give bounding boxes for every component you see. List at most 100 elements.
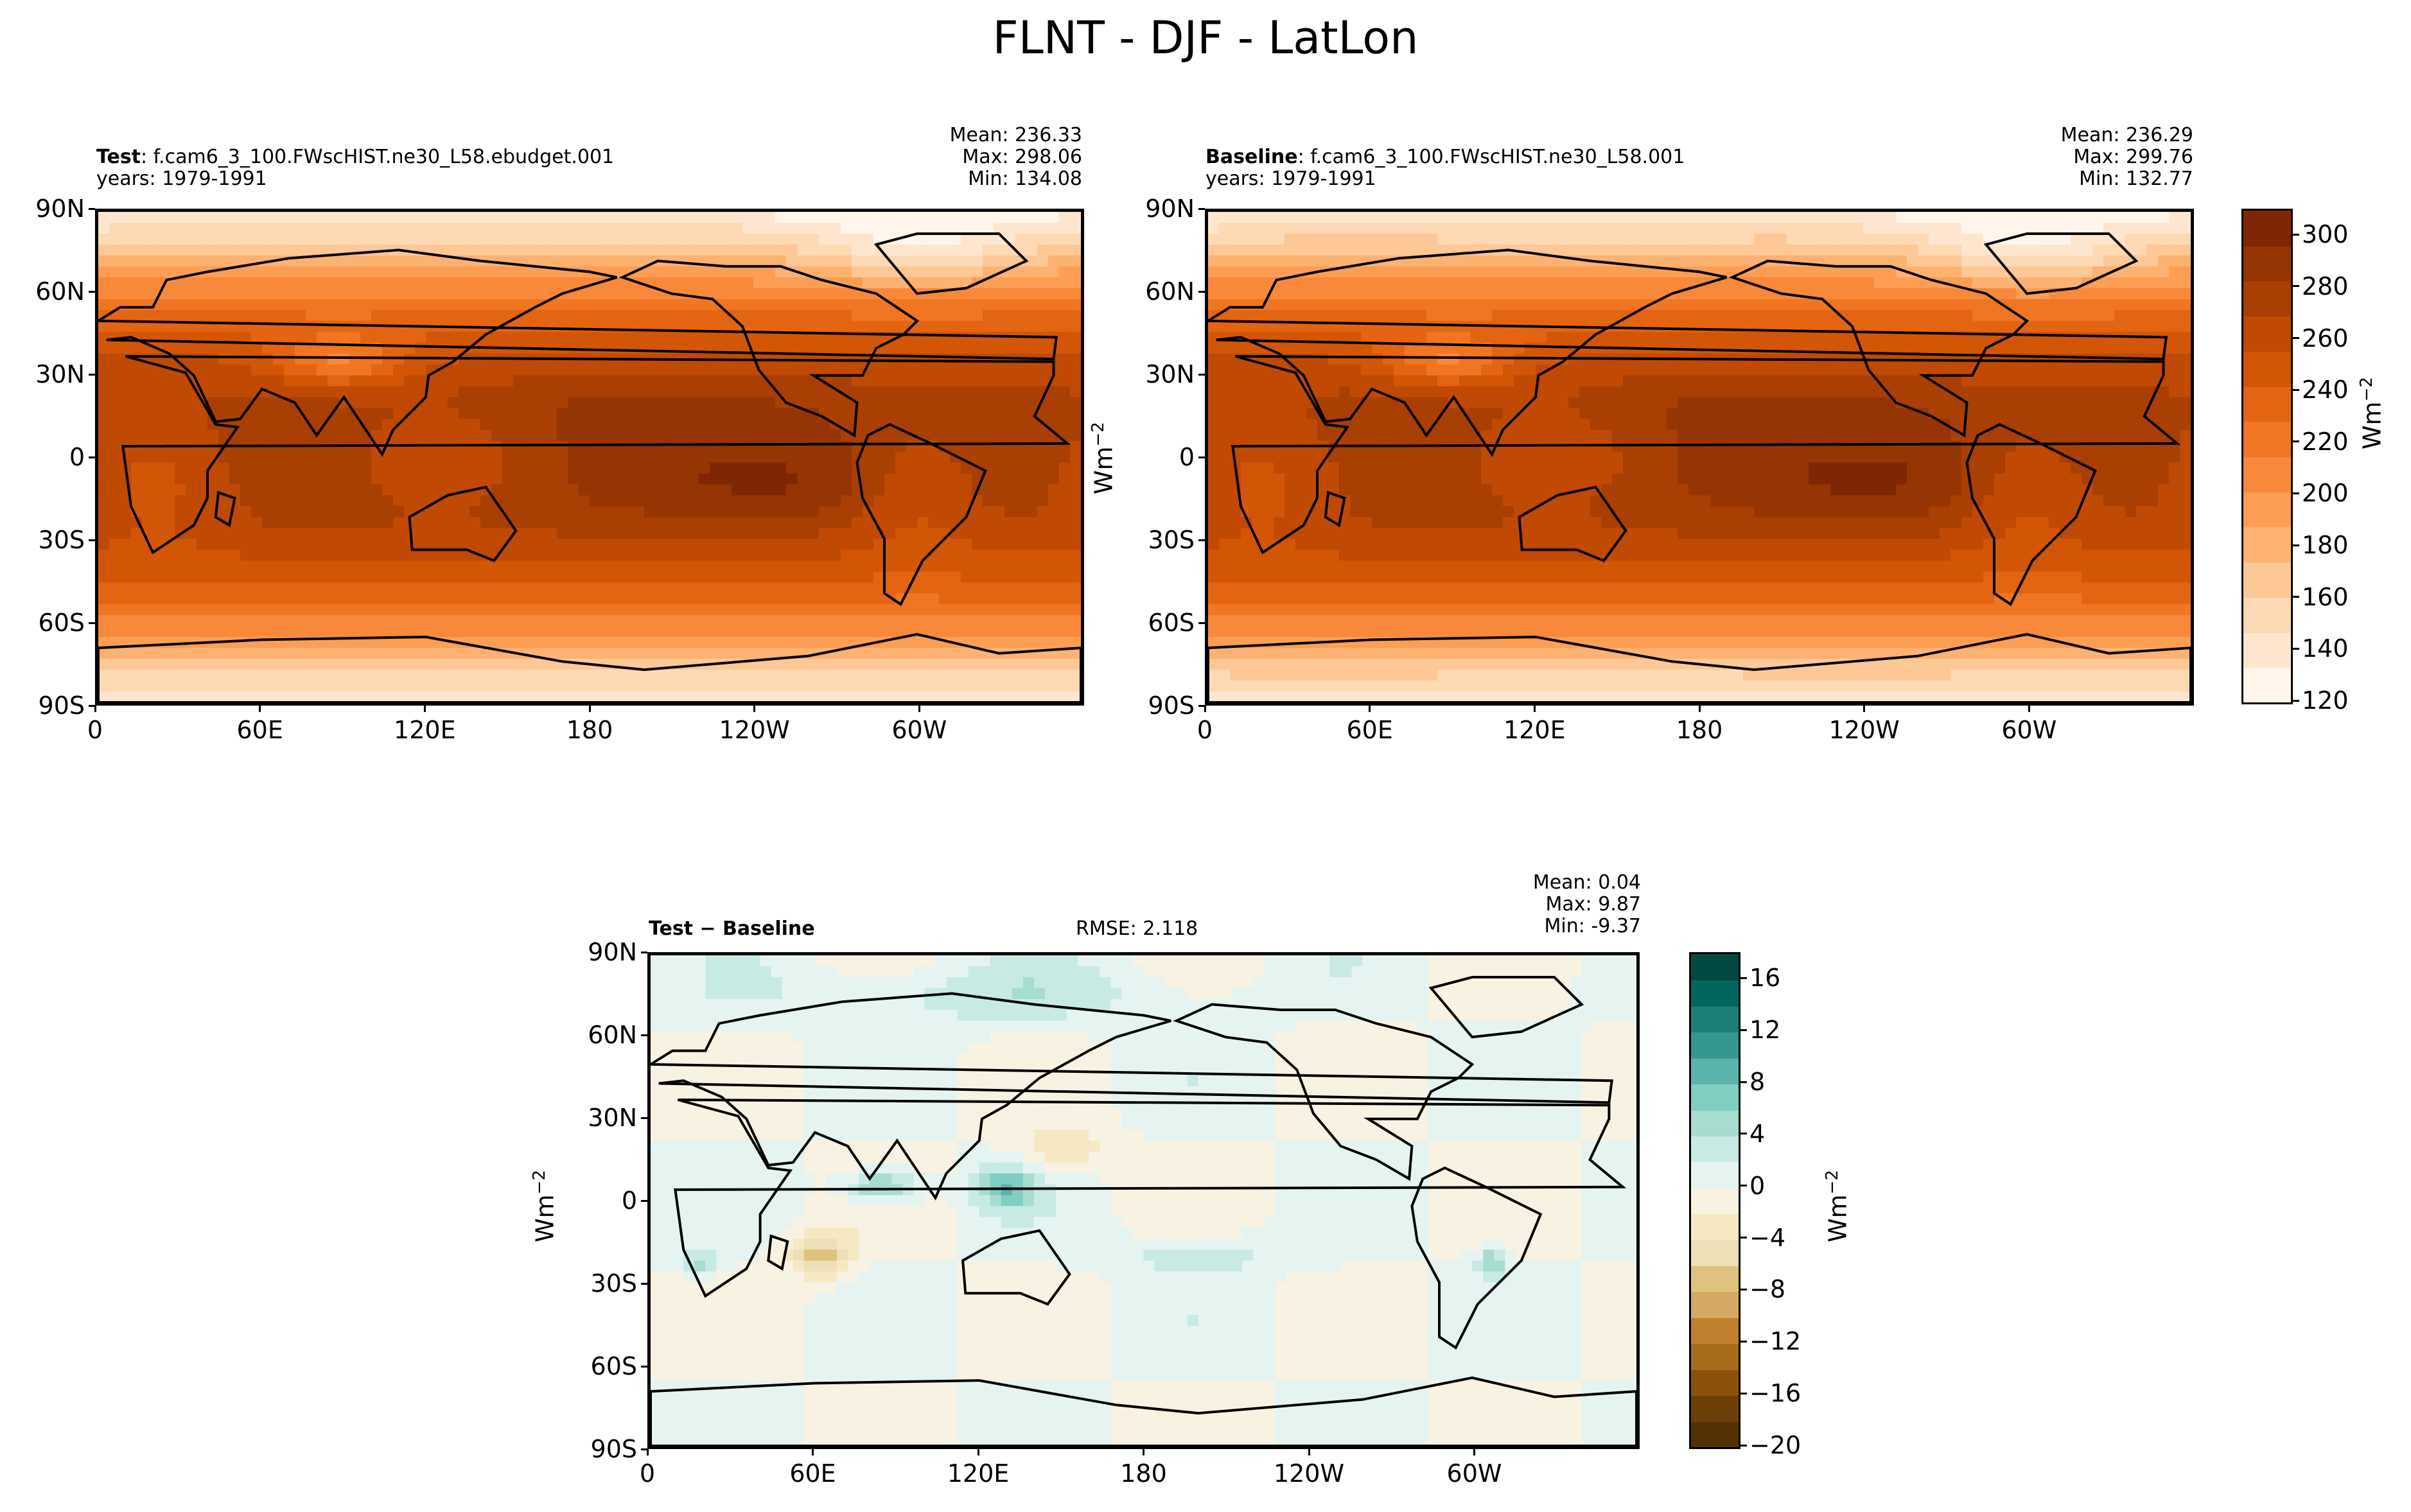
- coastline: [1324, 491, 1346, 528]
- colorbar-tick-label: 140: [2302, 634, 2349, 663]
- colorbar-tick-mark: [1740, 977, 1747, 979]
- lat-tick-label: 30S: [38, 526, 85, 554]
- lon-tick-label: 0: [87, 716, 103, 744]
- colorbar-segment: [2243, 211, 2291, 247]
- baseline-map: [1205, 209, 2194, 706]
- colorbar-segment: [1691, 1343, 1739, 1370]
- baseline-mean: Mean: 236.29: [2060, 124, 2193, 146]
- coastline: [98, 632, 1081, 702]
- map-diff-field: [651, 955, 1636, 1446]
- lon-tick-label: 120E: [394, 716, 456, 744]
- lon-tick-label: 60E: [789, 1459, 836, 1488]
- lon-tick-mark: [2028, 706, 2030, 712]
- lon-tick-label: 120W: [1828, 716, 1900, 744]
- lat-tick-mark: [1198, 704, 1205, 707]
- lat-tick-mark: [641, 1282, 647, 1285]
- lon-tick-mark: [646, 1449, 649, 1456]
- lon-tick-mark: [1369, 706, 1371, 712]
- diff-mean: Mean: 0.04: [1532, 871, 1641, 894]
- coastline: [855, 422, 987, 607]
- lon-tick-label: 60W: [1446, 1459, 1502, 1488]
- colorbar-tick-mark: [1740, 1444, 1747, 1447]
- coastline: [1518, 485, 1627, 562]
- lon-tick-mark: [1863, 706, 1866, 712]
- colorbar-tick-mark: [2293, 492, 2299, 494]
- colorbar-segment: [1691, 1187, 1739, 1215]
- coastline: [1965, 422, 2097, 607]
- lat-tick-label: 60N: [35, 277, 85, 306]
- diff-left-unit: Wm−2: [530, 1170, 559, 1242]
- lat-tick-mark: [641, 1199, 647, 1202]
- colorbar-tick-label: 180: [2302, 531, 2349, 560]
- lat-tick-label: 30N: [588, 1104, 637, 1132]
- lon-tick-mark: [94, 706, 96, 712]
- colorbar-tick-label: 300: [2302, 220, 2349, 249]
- diff-colorbar-unit-exp: −2: [1823, 1170, 1842, 1195]
- lat-tick-mark: [1198, 539, 1205, 541]
- lon-tick-mark: [1473, 1449, 1475, 1456]
- diff-max: Max: 9.87: [1545, 893, 1641, 916]
- coastline: [961, 1229, 1071, 1306]
- top-colorbar: [2241, 209, 2293, 704]
- colorbar-segment: [2243, 526, 2291, 563]
- diff-map: [647, 952, 1640, 1449]
- lat-tick-label: 90S: [1148, 691, 1195, 720]
- lat-tick-mark: [641, 1117, 647, 1119]
- lat-tick-label: 90S: [38, 691, 85, 720]
- top-left-unit-exp: −2: [1089, 422, 1108, 447]
- lon-tick-label: 60E: [1346, 716, 1393, 744]
- test-mean: Mean: 236.33: [949, 124, 1082, 146]
- colorbar-tick-label: 8: [1749, 1068, 1766, 1097]
- colorbar-segment: [2243, 316, 2291, 352]
- lat-tick-mark: [641, 1448, 647, 1450]
- colorbar-tick-mark: [1740, 1185, 1747, 1187]
- lat-tick-label: 90S: [590, 1435, 637, 1463]
- lon-tick-label: 180: [1676, 716, 1723, 744]
- lat-tick-label: 60S: [590, 1352, 637, 1380]
- coastline: [1208, 632, 2191, 702]
- lon-tick-mark: [1204, 706, 1206, 712]
- top-colorbar-unit-exp: −2: [2357, 377, 2376, 402]
- lon-tick-mark: [1308, 1449, 1310, 1456]
- baseline-years: years: 1979-1991: [1206, 168, 1376, 190]
- colorbar-segment: [2243, 491, 2291, 528]
- lat-tick-label: 30N: [1145, 360, 1195, 388]
- top-colorbar-unit: Wm−2: [2357, 377, 2387, 449]
- top-left-unit-base: Wm: [1089, 446, 1118, 494]
- diff-panel-title: Test − Baseline: [649, 918, 815, 940]
- coastline: [674, 1099, 1627, 1298]
- colorbar-segment: [2243, 351, 2291, 387]
- lat-tick-mark: [89, 207, 95, 210]
- colorbar-tick-mark: [1740, 1133, 1747, 1135]
- lat-tick-label: 60S: [1148, 609, 1195, 637]
- colorbar-segment: [1691, 1239, 1739, 1267]
- colorbar-segment: [2243, 281, 2291, 317]
- diff-min: Min: -9.37: [1544, 915, 1642, 937]
- diff-colorbar-unit-base: Wm: [1823, 1194, 1852, 1242]
- colorbar-segment: [1691, 1317, 1739, 1344]
- lat-tick-mark: [89, 704, 95, 707]
- lon-tick-mark: [423, 706, 426, 712]
- colorbar-tick-label: 220: [2302, 427, 2349, 456]
- diff-label: Test − Baseline: [649, 917, 815, 940]
- diff-colorbar: [1689, 952, 1740, 1449]
- colorbar-tick-mark: [2293, 388, 2299, 391]
- lon-tick-label: 120W: [1273, 1459, 1345, 1488]
- colorbar-tick-mark: [2293, 647, 2299, 650]
- colorbar-segment: [2243, 456, 2291, 492]
- lon-tick-label: 0: [639, 1459, 656, 1488]
- colorbar-segment: [1691, 1057, 1739, 1085]
- colorbar-tick-mark: [1740, 1237, 1747, 1239]
- lon-tick-mark: [812, 1449, 814, 1456]
- colorbar-tick-label: 0: [1749, 1171, 1766, 1200]
- diff-stats: Mean: 0.04 Max: 9.87 Min: -9.37: [1381, 872, 1641, 937]
- colorbar-segment: [1691, 1135, 1739, 1163]
- test-years: years: 1979-1991: [96, 168, 267, 190]
- coastline: [1173, 1003, 1475, 1181]
- lon-tick-label: 120E: [1504, 716, 1566, 744]
- lat-tick-label: 90N: [35, 195, 85, 223]
- lon-tick-mark: [918, 706, 920, 712]
- colorbar-tick-mark: [2293, 699, 2299, 702]
- lat-tick-label: 30S: [590, 1269, 637, 1298]
- lon-tick-label: 60E: [236, 716, 283, 744]
